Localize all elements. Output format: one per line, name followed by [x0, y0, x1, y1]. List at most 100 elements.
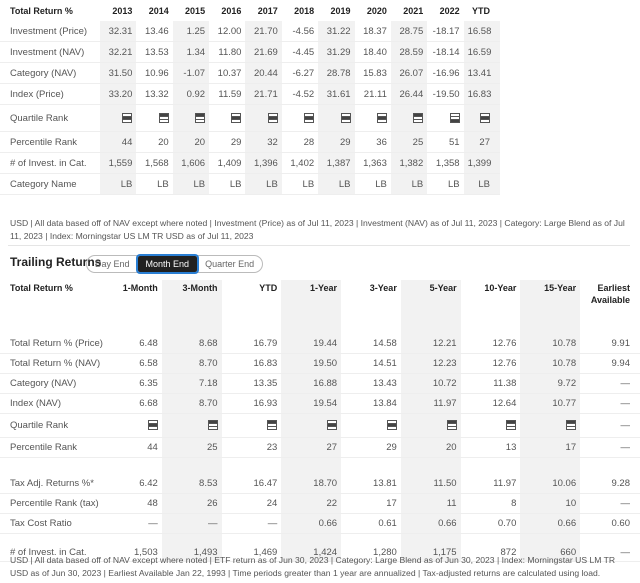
value-cell: LB [427, 173, 464, 195]
quartile-cell [460, 413, 521, 438]
value-cell: 11.97 [460, 474, 521, 494]
value-cell: LB [172, 173, 210, 195]
value-cell: 16.79 [221, 334, 282, 354]
value-cell: 1,399 [463, 152, 500, 174]
value-cell: 14.58 [341, 334, 401, 354]
value-cell: 31.22 [318, 21, 355, 42]
row-label: Investment (Price) [0, 21, 100, 42]
quartile-rank-icon [158, 112, 169, 123]
quartile-rank-row: Quartile Rank — [0, 413, 640, 438]
tab-quarter-end[interactable]: Quarter End [205, 259, 255, 269]
value-cell: 1,363 [354, 152, 391, 174]
table-row: # of Invest. in Cat. 1,503 1,493 1,469 1,424… [0, 533, 640, 562]
value-cell: 22 [281, 493, 342, 514]
trailing-returns-title: Trailing Returns [10, 255, 102, 269]
column-header: 10-Year [484, 283, 517, 293]
quartile-cell [221, 413, 282, 438]
column-header: 2016 [221, 5, 242, 16]
quartile-cell [281, 104, 319, 132]
table-row: Index (Price) 33.20 13.32 0.92 11.59 21.71 -4.… [0, 83, 500, 105]
column-header: YTD [259, 283, 278, 293]
value-cell: 31.50 [100, 62, 137, 84]
value-cell: 12.76 [460, 334, 521, 354]
value-cell: 0.66 [281, 513, 342, 534]
quartile-rank-icon [566, 420, 577, 431]
value-cell: 8.68 [161, 334, 222, 354]
value-cell: 11.80 [209, 41, 246, 63]
value-cell: 660 [520, 533, 581, 562]
row-header-label: Total Return % [10, 283, 73, 293]
table-row: Index (NAV) 6.68 8.70 16.93 19.54 13.84 11.97 1… [0, 393, 640, 414]
value-cell: 1,568 [136, 152, 173, 174]
value-cell: LB [281, 173, 319, 195]
quartile-rank-icon [376, 112, 387, 123]
table-row: Percentile Rank 44 20 20 29 32 28 29 36 25 51 27 [0, 131, 500, 153]
value-cell: — [161, 513, 222, 534]
value-cell: LB [318, 173, 355, 195]
row-label: Index (Price) [0, 83, 100, 105]
quartile-cell [136, 104, 173, 132]
value-cell: 6.42 [102, 474, 162, 494]
value-cell: 32 [245, 131, 282, 153]
row-label: Index (NAV) [0, 393, 102, 414]
column-header: 2018 [294, 5, 315, 16]
value-cell: 13.41 [463, 62, 500, 84]
quartile-cell [172, 104, 210, 132]
value-cell: 8.53 [161, 474, 222, 494]
quartile-rank-icon [207, 420, 218, 431]
tab-day-end[interactable]: Day End [95, 259, 130, 269]
quartile-cell [463, 104, 500, 132]
value-cell: 12.76 [460, 353, 521, 374]
quartile-cell [209, 104, 246, 132]
value-cell: 27 [281, 437, 342, 458]
table-row: Investment (Price) 32.31 13.46 1.25 12.00 21.… [0, 21, 500, 42]
row-label: Investment (NAV) [0, 41, 100, 63]
value-cell: 11.38 [460, 373, 521, 394]
value-cell: — [580, 393, 640, 414]
value-cell: 32.31 [100, 21, 137, 42]
value-cell: -16.96 [427, 62, 464, 84]
value-cell: 1,396 [245, 152, 282, 174]
value-cell: 9.28 [580, 474, 640, 494]
column-header: 5-Year [400, 280, 461, 318]
value-cell: 26.07 [390, 62, 428, 84]
annual-returns-table: Total Return % 2013 2014 2015 2016 2017 2018 20… [0, 0, 500, 195]
value-cell: — [102, 513, 162, 534]
quartile-rank-icon [480, 112, 490, 123]
value-cell: 31.29 [318, 41, 355, 63]
value-cell: -6.27 [281, 62, 319, 84]
section-divider [8, 245, 630, 246]
row-label: # of Invest. in Cat. [0, 152, 100, 174]
value-cell: 24 [221, 493, 282, 514]
value-cell: 20 [400, 437, 461, 458]
table-row: Category Name LB LB LB LB LB LB LB LB LB LB LB [0, 173, 500, 195]
value-cell: 0.60 [580, 513, 640, 534]
table-row: Total Return % (Price) 6.48 8.68 16.79 19.44… [0, 334, 640, 354]
quartile-cell [341, 413, 401, 438]
quartile-cell [102, 413, 162, 438]
value-cell: 13.35 [221, 373, 282, 394]
quartile-cell [520, 413, 581, 438]
table-row: Tax Cost Ratio — — —0.66 0.61 0.66 0.70 0.66 0.6… [0, 513, 640, 534]
value-cell: 20 [136, 131, 173, 153]
column-header: 2014 [148, 5, 169, 16]
value-cell: 26 [161, 493, 222, 514]
value-cell: LB [463, 173, 500, 195]
quartile-rank-icon [327, 420, 338, 431]
value-cell: LB [209, 173, 246, 195]
column-header: 1-Month [122, 283, 158, 293]
value-cell: 0.66 [520, 513, 581, 534]
value-cell: 0.61 [341, 513, 401, 534]
row-label: Tax Cost Ratio [0, 513, 102, 534]
value-cell: 8.70 [161, 353, 222, 374]
value-cell: 20.44 [245, 62, 282, 84]
column-header: 2019 [330, 5, 351, 16]
value-cell: 0.92 [172, 83, 210, 105]
value-cell: 21.71 [245, 83, 282, 105]
tab-month-end[interactable]: Month End [135, 254, 200, 274]
value-cell: -18.14 [427, 41, 464, 63]
value-cell: LB [245, 173, 282, 195]
value-cell: 23 [221, 437, 282, 458]
value-cell: 13.43 [341, 373, 401, 394]
value-cell: 1,559 [100, 152, 137, 174]
